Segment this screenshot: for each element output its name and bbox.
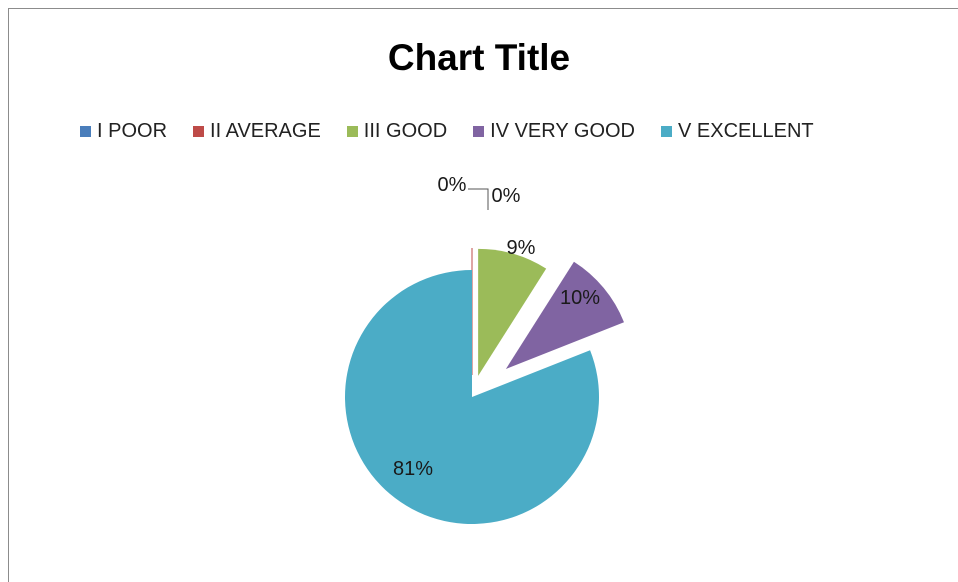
legend-swatch (473, 125, 485, 137)
legend-label: V EXCELLENT (678, 119, 814, 142)
chart-title: Chart Title (387, 37, 571, 78)
pie-slice-iv-very-good (505, 261, 624, 369)
legend-swatch (661, 125, 673, 137)
pie-slice-v-excellent (344, 270, 600, 525)
legend-label: III GOOD (363, 119, 448, 142)
legend-label: IV VERY GOOD (490, 119, 636, 142)
legend-item-i-poor: I POOR (80, 120, 167, 143)
data-label-iv-very-good: 10% (560, 287, 600, 309)
legend-swatch (80, 125, 91, 137)
legend-item-iv-very-good: IV VERY GOOD (473, 120, 635, 143)
legend-item-ii-average: II AVERAGE (193, 120, 321, 143)
data-label-ii-average: 0% (492, 185, 521, 207)
data-label-v-excellent: 81% (393, 458, 433, 480)
legend: I POOR II AVERAGE III GOOD IV VERY GOOD V EX… (80, 118, 814, 144)
legend-item-iii-good: III GOOD (346, 119, 448, 143)
data-label-i-poor: 0% (438, 174, 467, 196)
legend-swatch (346, 125, 358, 137)
data-label-iii-good: 9% (507, 237, 536, 259)
leader-line-i-poor (468, 188, 489, 210)
legend-swatch (193, 125, 205, 137)
legend-label: II AVERAGE (210, 119, 321, 142)
legend-label: I POOR (97, 119, 168, 142)
legend-item-v-excellent: V EXCELLENT (661, 120, 814, 143)
pie-slice-iii-good (478, 248, 547, 376)
